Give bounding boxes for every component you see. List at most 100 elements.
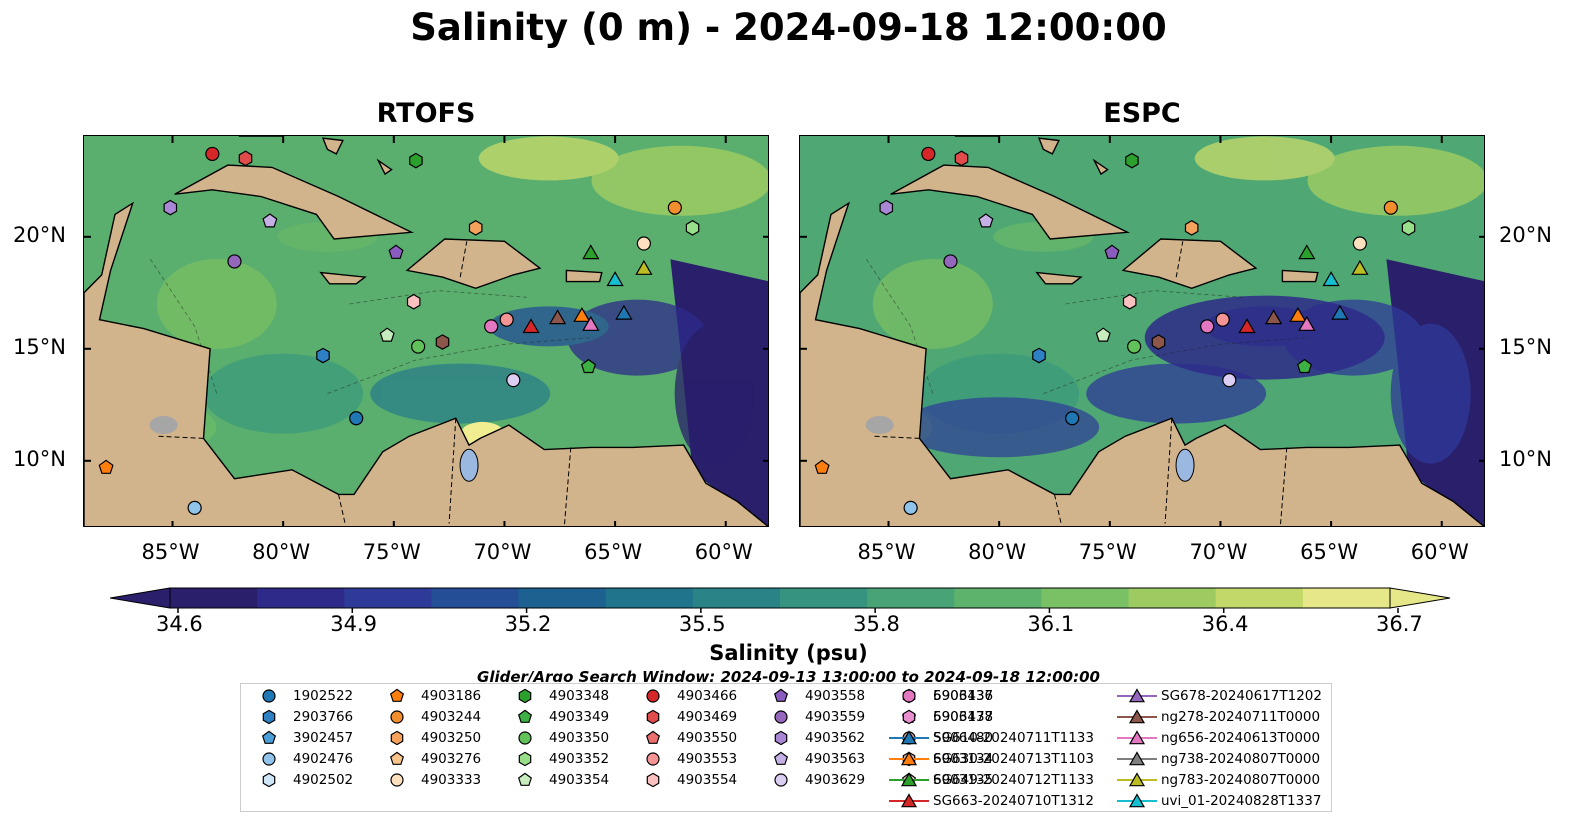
marker-4903554 (1122, 293, 1137, 310)
legend-label: 1902522 (293, 688, 354, 704)
marker-4903558 (1104, 244, 1120, 259)
marker-4903558 (388, 244, 404, 259)
legend-label: 4903466 (677, 688, 738, 704)
marker-4903553 (499, 312, 514, 327)
colorbar-tick-label: 35.8 (853, 612, 900, 636)
marker-4903466 (921, 146, 936, 162)
colorbar-segment (954, 588, 1042, 608)
legend-label: ng738-20240807T0000 (1161, 751, 1321, 767)
legend-label: 4903350 (549, 730, 610, 746)
y-tick-label: 10°N (13, 446, 66, 471)
search-window-text: Glider/Argo Search Window: 2024-09-13 13… (477, 668, 1100, 682)
legend-label: 4903469 (677, 709, 738, 725)
y-tick-label: 15°N (13, 334, 66, 359)
legend-marker-hexagon (518, 751, 532, 767)
marker-SG663-20240710T1312 (522, 318, 540, 334)
legend-label: 5906480 (933, 730, 994, 746)
colorbar-segment (780, 588, 868, 608)
figure-title: Salinity (0 m) - 2024-09-18 12:00:00 (410, 6, 1167, 49)
legend-label: 6903137 (933, 709, 994, 725)
marker-1902522 (349, 411, 364, 426)
legend-label: 4903550 (677, 730, 738, 746)
colorbar-segment (1215, 588, 1304, 608)
marker-4903629 (506, 373, 521, 388)
legend-label: 4903562 (805, 730, 866, 746)
marker-uvi_01-20240828T1337 (1322, 271, 1340, 287)
marker-4903469 (954, 150, 969, 167)
legend-marker-triangle (1128, 793, 1146, 808)
marker-SG663-20240710T1312 (1238, 318, 1256, 334)
marker-4903554 (406, 293, 421, 310)
x-tick-label: 70°W (1189, 540, 1248, 564)
legend-label: ng278-20240711T0000 (1161, 709, 1321, 725)
colorbar-tick-label: 34.9 (330, 612, 378, 636)
legend-marker-hexagon (518, 688, 532, 704)
legend-marker-circle (262, 689, 276, 703)
legend-marker-triangle (900, 793, 918, 808)
legend-marker-triangle (1128, 709, 1146, 724)
marker-4903562 (163, 199, 178, 216)
legend-label: 4902476 (293, 751, 354, 767)
legend-marker-triangle (900, 730, 918, 745)
legend-marker-pentagon (261, 730, 277, 744)
legend: 1902522 2903766 3902457 4902476 4902502 49031… (240, 683, 1332, 812)
x-tick-label: 85°W (857, 540, 916, 564)
marker-5906437 (435, 334, 450, 350)
legend-label: 3902457 (293, 730, 354, 746)
marker-4903186 (98, 459, 114, 474)
marker-4903559 (943, 254, 958, 269)
legend-label: 6903136 (933, 688, 994, 704)
legend-marker-hexagon (902, 709, 916, 725)
legend-label: 4903558 (805, 688, 866, 704)
marker-4903244 (1383, 200, 1398, 215)
legend-label: 6903134 (933, 751, 994, 767)
marker-6903136 (1200, 319, 1215, 334)
legend-marker-hexagon (646, 772, 660, 788)
marker-4903244 (667, 200, 682, 215)
marker-4903559 (227, 254, 242, 269)
legend-label: 4903244 (421, 709, 482, 725)
marker-ng278-20240711T0000 (548, 309, 567, 325)
map-panel-espc (799, 135, 1485, 527)
colorbar-tick-label: 36.7 (1376, 612, 1423, 636)
colorbar-segment (867, 588, 955, 608)
colorbar-extend-low (110, 587, 171, 609)
legend-label: 4903554 (677, 772, 738, 788)
legend-label: 4903186 (421, 688, 482, 704)
marker-1902522 (1065, 411, 1080, 426)
legend-marker-circle (646, 752, 660, 766)
legend-marker-hexagon (262, 772, 276, 788)
legend-label: 4903629 (805, 772, 866, 788)
marker-SG649-20240712T1133 (582, 244, 600, 260)
marker-4903354 (379, 327, 395, 342)
marker-uvi_01-20240828T1337 (606, 271, 624, 287)
marker-SG649-20240712T1133 (1298, 244, 1316, 260)
legend-label: SG630-20240713T1103 (933, 751, 1094, 767)
colorbar-extend-high (1389, 587, 1451, 609)
marker-4903629 (1222, 373, 1237, 388)
legend-label: uvi_01-20240828T1337 (1161, 793, 1322, 809)
x-tick-label: 85°W (141, 540, 200, 564)
legend-marker-hexagon (262, 709, 276, 725)
colorbar-segment (170, 588, 258, 608)
marker-4903350 (411, 339, 426, 354)
legend-marker-pentagon (645, 730, 661, 744)
marker-SG630-20240713T1103 (573, 307, 591, 322)
legend-label: SG663-20240710T1312 (933, 793, 1094, 809)
legend-label: 6903135 (933, 772, 994, 788)
marker-ng783-20240807T0000 (1351, 259, 1369, 275)
legend-label: 4903333 (421, 772, 482, 788)
colorbar-segment (1302, 588, 1391, 608)
legend-marker-hexagon (774, 730, 788, 746)
colorbar-tick-label: 34.6 (156, 612, 203, 636)
colorbar-tick-label: 35.2 (504, 612, 552, 636)
legend-label: 4902502 (293, 772, 354, 788)
y-tick-label: 10°N (1499, 446, 1552, 471)
legend-label: 4903352 (549, 751, 610, 767)
legend-label: 4903559 (805, 709, 866, 725)
marker-ng656-20240613T0000 (1298, 315, 1316, 331)
legend-marker-circle (774, 773, 788, 787)
legend-marker-pentagon (389, 751, 405, 765)
legend-label: 2903766 (293, 709, 354, 725)
colorbar-segment (257, 588, 345, 608)
